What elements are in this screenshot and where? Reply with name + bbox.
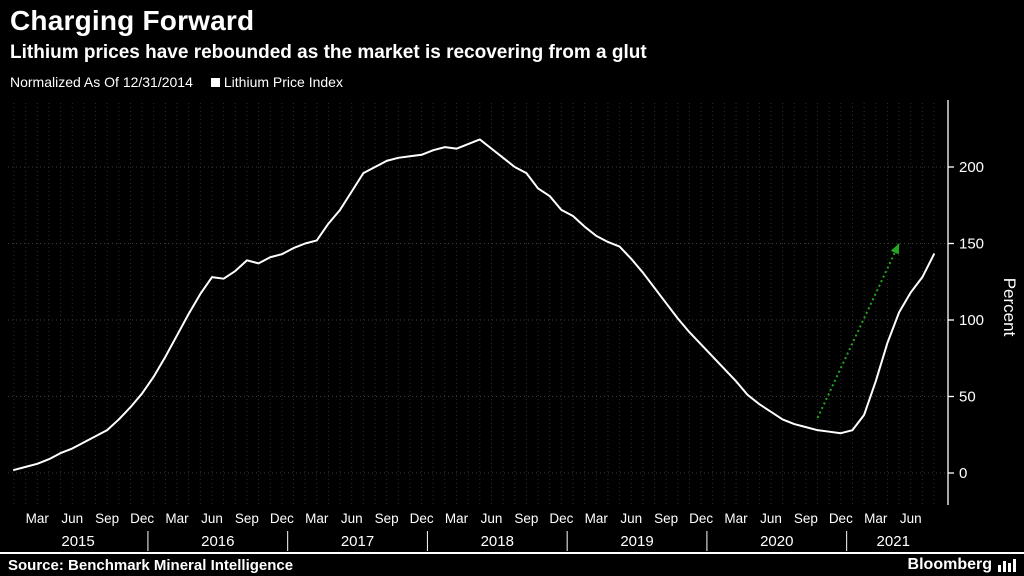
month-tick-label: Mar: [305, 511, 329, 526]
month-tick-label: Jun: [900, 511, 922, 526]
lithium-price-index-line: [13, 138, 935, 471]
month-tick-label: Dec: [270, 511, 294, 526]
legend-note: Normalized As Of 12/31/2014: [10, 74, 193, 90]
legend-series-label: Lithium Price Index: [223, 74, 343, 90]
year-label: 2015: [61, 533, 94, 550]
bloomberg-logo-icon: [998, 558, 1016, 572]
month-tick-label: Jun: [760, 511, 782, 526]
gridlines: [8, 103, 948, 505]
page-title: Charging Forward: [10, 5, 255, 36]
month-tick-label: Mar: [445, 511, 469, 526]
page-subtitle: Lithium prices have rebounded as the mar…: [10, 42, 647, 63]
arrowhead-icon: [890, 243, 900, 255]
month-tick-label: Sep: [95, 511, 119, 526]
chart-footer: Source: Benchmark Mineral Intelligence B…: [0, 552, 1024, 576]
month-tick-label: Jun: [481, 511, 503, 526]
month-tick-label: Sep: [514, 511, 538, 526]
month-tick-label: Dec: [829, 511, 853, 526]
year-label: 2016: [201, 533, 234, 550]
year-label: 2021: [877, 533, 910, 550]
month-tick-label: Mar: [165, 511, 189, 526]
y-tick-label: 0: [959, 465, 967, 482]
year-label: 2017: [341, 533, 374, 550]
year-label: 2019: [620, 533, 653, 550]
month-tick-label: Dec: [130, 511, 154, 526]
month-tick-label: Mar: [585, 511, 609, 526]
y-tick-label: 150: [959, 236, 984, 253]
month-tick-label: Mar: [26, 511, 50, 526]
chart-header: Charging Forward Lithium prices have reb…: [10, 4, 1014, 90]
month-tick-label: Sep: [235, 511, 259, 526]
month-tick-label: Sep: [375, 511, 399, 526]
month-tick-label: Jun: [61, 511, 83, 526]
year-label: 2020: [760, 533, 793, 550]
trend-arrow-annotation: [816, 243, 900, 419]
brand: Bloomberg: [908, 556, 1016, 574]
y-tick-label: 50: [959, 389, 976, 406]
month-tick-label: Jun: [620, 511, 642, 526]
month-tick-label: Sep: [654, 511, 678, 526]
y-tick-label: 100: [959, 312, 984, 329]
legend: Normalized As Of 12/31/2014 Lithium Pric…: [10, 74, 1014, 90]
month-tick-label: Dec: [410, 511, 434, 526]
month-tick-label: Mar: [864, 511, 888, 526]
month-tick-label: Sep: [794, 511, 818, 526]
source-text: Source: Benchmark Mineral Intelligence: [8, 556, 294, 574]
legend-item-lithium-price-index: Lithium Price Index: [210, 74, 343, 90]
y-axis-title: Percent: [1000, 278, 1019, 337]
year-label: 2018: [481, 533, 514, 550]
month-tick-label: Jun: [201, 511, 223, 526]
month-tick-label: Jun: [341, 511, 363, 526]
x-axis: Mar Jun Sep Dec Mar Jun Sep Dec Mar Jun Sep Dec Mar J…: [26, 511, 922, 551]
legend-marker-icon: [210, 77, 220, 87]
month-tick-label: Dec: [689, 511, 713, 526]
y-axis: 0 50 100 150 200 Percent: [947, 100, 1019, 505]
month-tick-label: Dec: [549, 511, 573, 526]
brand-text: Bloomberg: [907, 556, 992, 573]
month-tick-label: Mar: [724, 511, 748, 526]
y-tick-label: 200: [959, 159, 984, 176]
